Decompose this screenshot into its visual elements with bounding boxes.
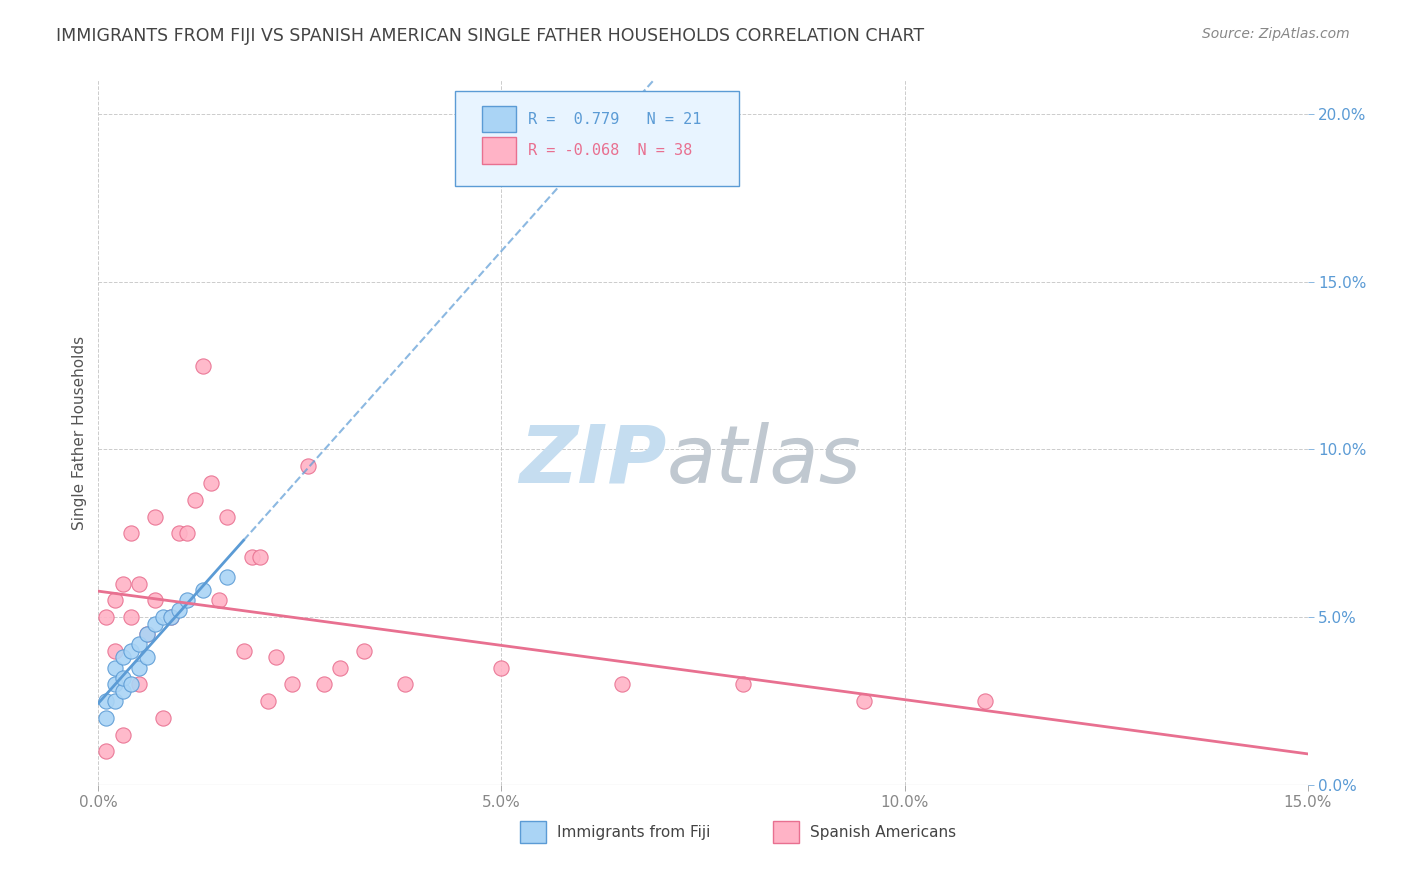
Bar <box>520 821 546 843</box>
FancyBboxPatch shape <box>456 91 740 186</box>
Point <box>111 576 134 591</box>
Point <box>111 650 134 665</box>
Point <box>329 660 352 674</box>
Point <box>314 677 336 691</box>
Point <box>128 576 150 591</box>
Text: Source: ZipAtlas.com: Source: ZipAtlas.com <box>1202 27 1350 41</box>
Point <box>256 694 278 708</box>
Point <box>353 644 375 658</box>
Point <box>853 694 876 708</box>
Point <box>394 677 416 691</box>
Point <box>193 359 215 373</box>
Text: Immigrants from Fiji: Immigrants from Fiji <box>557 825 710 839</box>
Point <box>128 660 150 674</box>
Point <box>103 644 125 658</box>
Point <box>167 603 190 617</box>
Point <box>128 637 150 651</box>
Point <box>96 711 118 725</box>
Point <box>176 526 198 541</box>
Point <box>160 610 183 624</box>
Point <box>96 610 118 624</box>
Point <box>96 744 118 758</box>
Point <box>184 492 207 507</box>
Point <box>297 459 319 474</box>
Bar <box>482 105 516 132</box>
Text: R = -0.068  N = 38: R = -0.068 N = 38 <box>527 144 692 158</box>
Point <box>135 627 157 641</box>
Y-axis label: Single Father Households: Single Father Households <box>72 335 87 530</box>
Point <box>96 694 118 708</box>
Point <box>281 677 304 691</box>
Point <box>217 570 239 584</box>
Point <box>167 526 190 541</box>
Point <box>176 593 198 607</box>
Text: Spanish Americans: Spanish Americans <box>810 825 956 839</box>
Point <box>111 671 134 685</box>
Bar <box>482 137 516 164</box>
Point <box>135 627 157 641</box>
Point <box>491 660 513 674</box>
Point <box>120 610 142 624</box>
Point <box>143 616 166 631</box>
Bar <box>773 821 799 843</box>
Point <box>103 694 125 708</box>
Point <box>120 677 142 691</box>
Text: ZIP: ZIP <box>519 422 666 500</box>
Point <box>128 677 150 691</box>
Point <box>733 677 755 691</box>
Point <box>208 593 231 607</box>
Point <box>103 660 125 674</box>
Point <box>240 549 263 564</box>
Point <box>612 677 634 691</box>
Point <box>160 610 183 624</box>
Point <box>143 509 166 524</box>
Text: atlas: atlas <box>666 422 862 500</box>
Point <box>974 694 997 708</box>
Point <box>103 593 125 607</box>
Point <box>103 677 125 691</box>
Point <box>143 593 166 607</box>
Point <box>135 650 157 665</box>
Point <box>249 549 271 564</box>
Text: IMMIGRANTS FROM FIJI VS SPANISH AMERICAN SINGLE FATHER HOUSEHOLDS CORRELATION CH: IMMIGRANTS FROM FIJI VS SPANISH AMERICAN… <box>56 27 924 45</box>
Point <box>152 711 174 725</box>
Point <box>120 644 142 658</box>
Point <box>200 475 222 490</box>
Point <box>264 650 287 665</box>
Point <box>232 644 254 658</box>
Point <box>111 684 134 698</box>
Point <box>120 526 142 541</box>
Text: R =  0.779   N = 21: R = 0.779 N = 21 <box>527 112 702 127</box>
Point <box>217 509 239 524</box>
Point <box>193 583 215 598</box>
Point <box>111 728 134 742</box>
Point <box>152 610 174 624</box>
